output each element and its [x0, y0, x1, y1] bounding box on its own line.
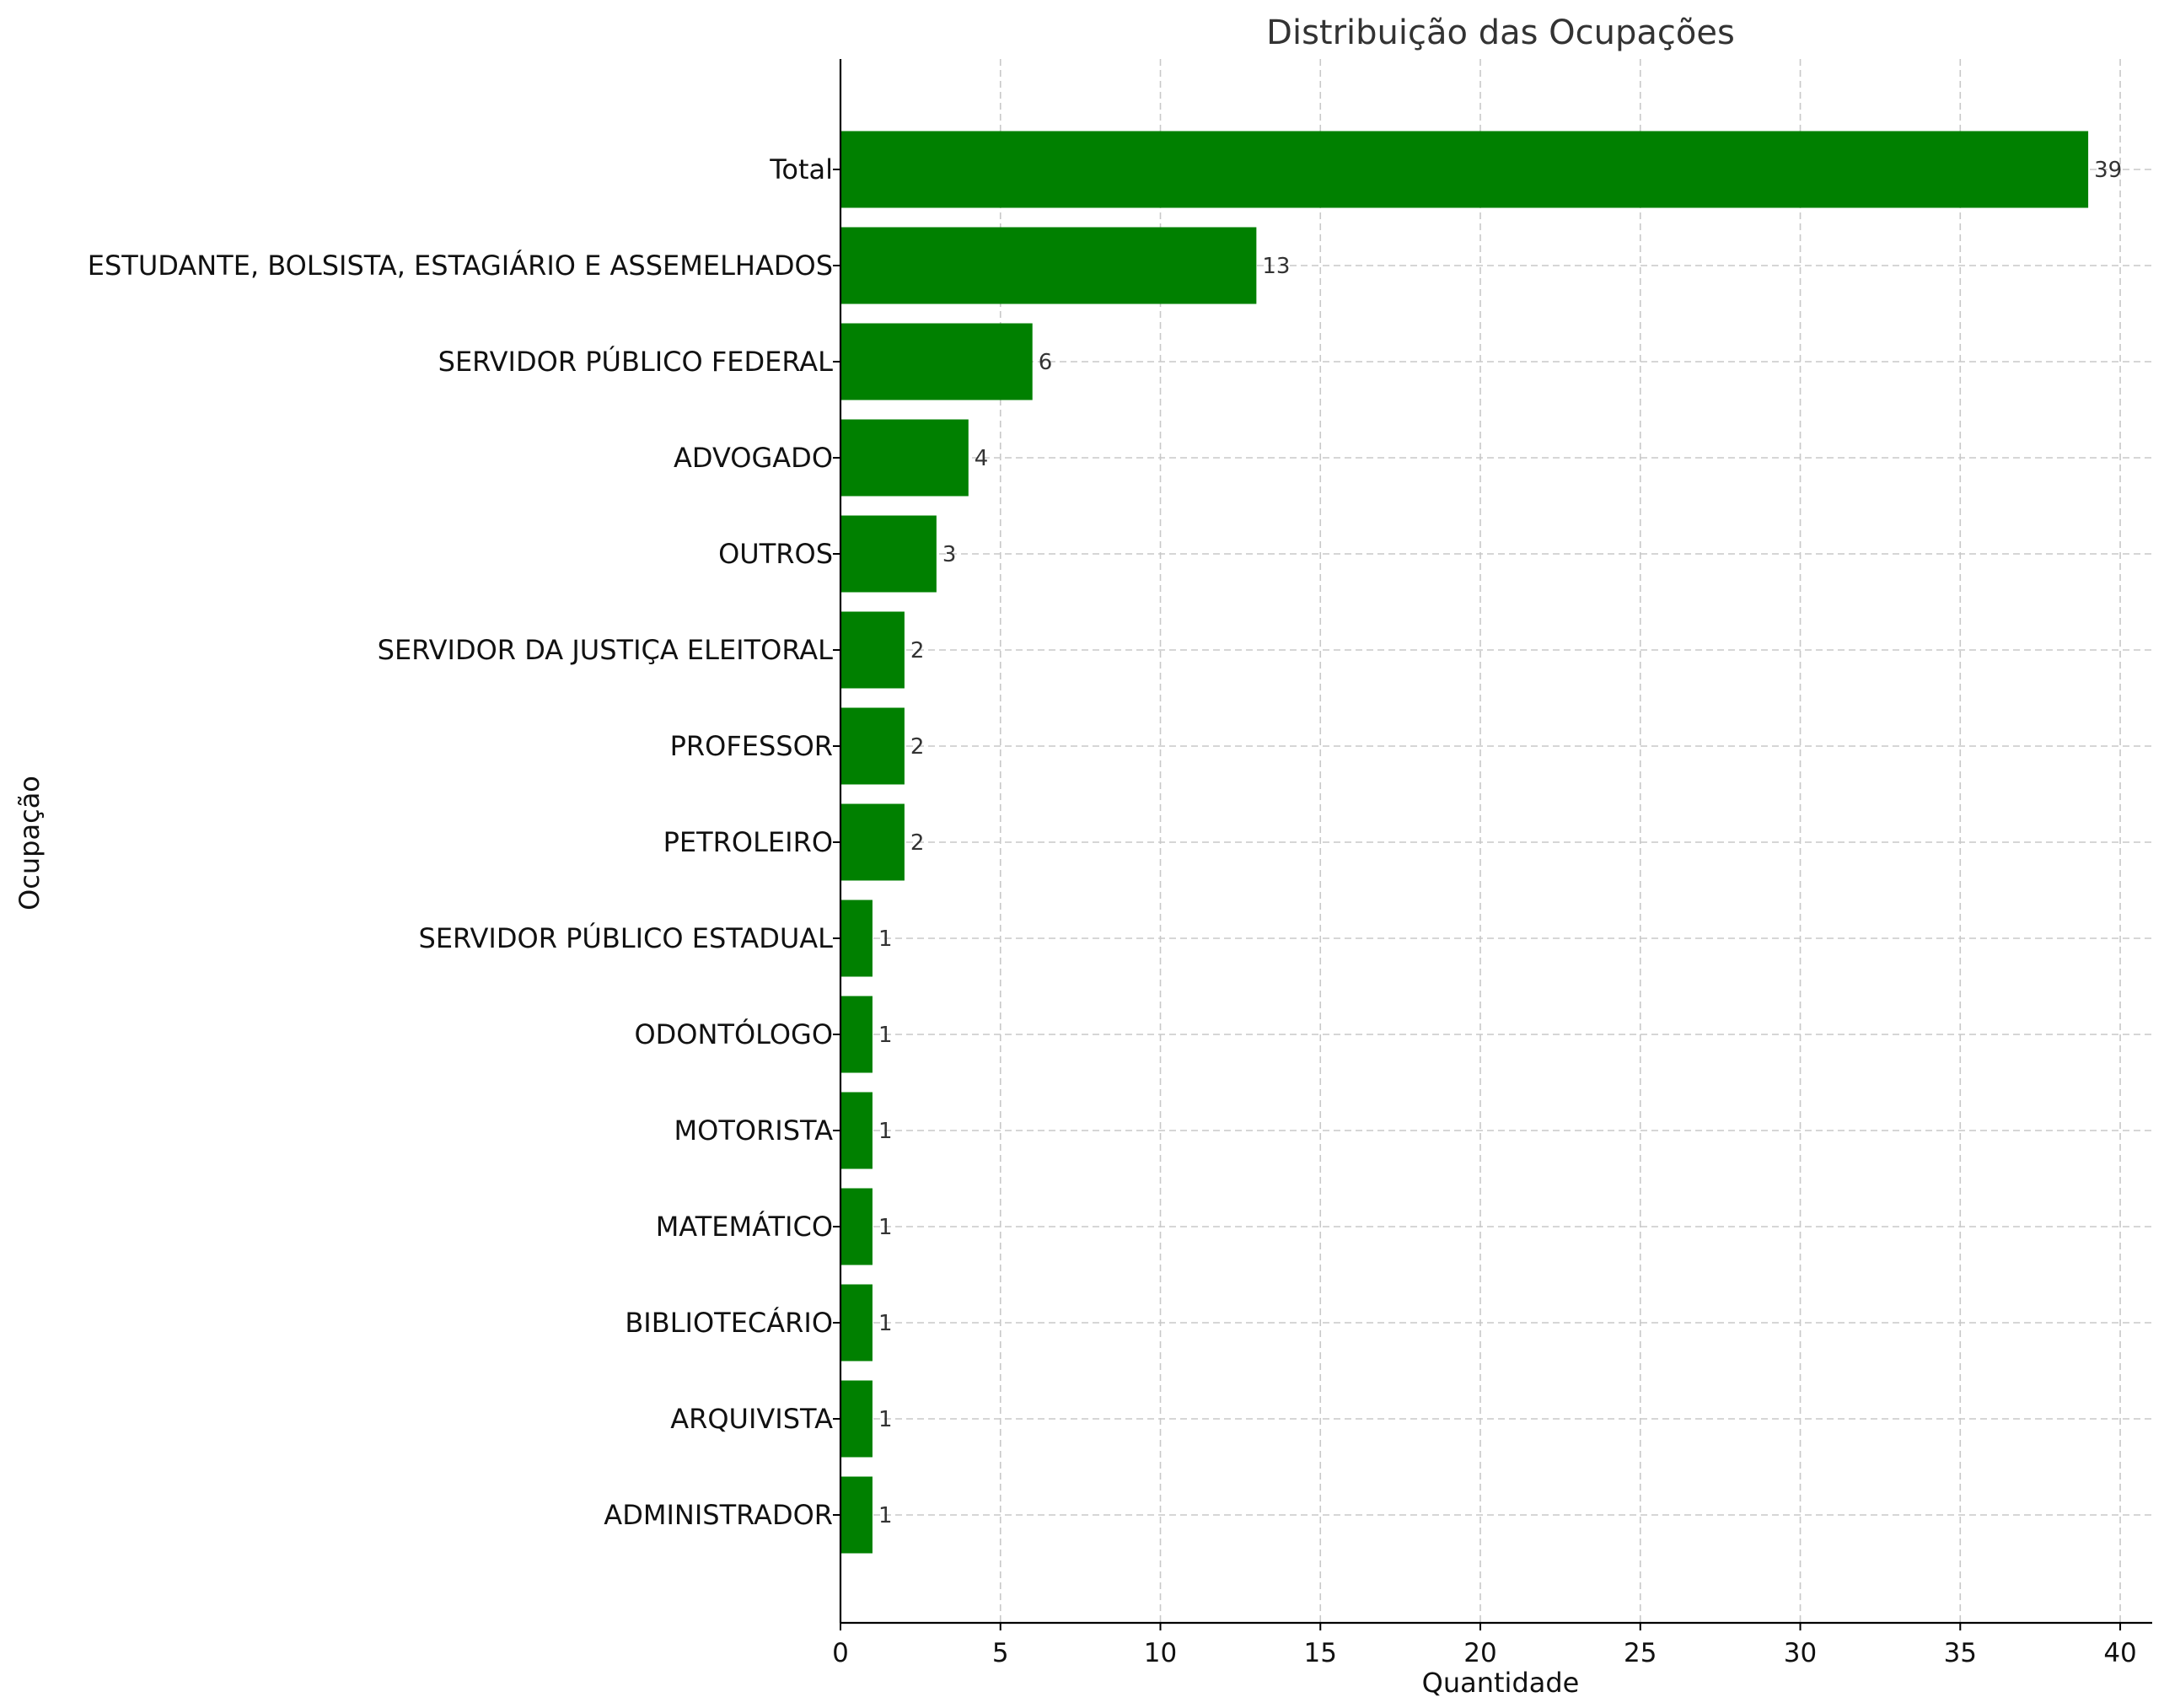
bar	[840, 707, 905, 785]
x-tick-label: 10	[1144, 1638, 1177, 1668]
x-axis-label: Quantidade	[1422, 1667, 1580, 1699]
category-label: MATEMÁTICO	[656, 1211, 833, 1243]
data-labels: 39 13 6 4 3 2 2 2 1 1 1 1 1 1 1	[878, 158, 2122, 1528]
data-label: 4	[975, 446, 989, 471]
category-label: MOTORISTA	[674, 1114, 834, 1147]
x-tick-label: 15	[1304, 1638, 1337, 1668]
bar	[840, 419, 969, 497]
category-label: ARQUIVISTA	[670, 1403, 833, 1435]
x-tick-label: 35	[1944, 1638, 1977, 1668]
bars	[840, 131, 2089, 1554]
category-label: OUTROS	[718, 538, 833, 570]
bar	[840, 515, 937, 593]
bar	[840, 611, 905, 689]
data-label: 1	[878, 927, 893, 952]
category-label: BIBLIOTECÁRIO	[625, 1307, 833, 1339]
x-tick-label: 25	[1624, 1638, 1657, 1668]
data-label: 1	[878, 1215, 893, 1240]
data-label: 6	[1039, 350, 1053, 375]
x-tick-label: 40	[2103, 1638, 2136, 1668]
data-label: 39	[2094, 158, 2122, 183]
chart-title: Distribuição das Ocupações	[1266, 13, 1735, 52]
bar	[840, 1188, 873, 1265]
grid	[840, 59, 2152, 1623]
category-label: Total	[769, 153, 833, 185]
bar	[840, 1380, 873, 1458]
bar	[840, 803, 905, 881]
data-label: 2	[910, 830, 925, 856]
y-axis-label: Ocupação	[13, 776, 46, 910]
category-label: ADVOGADO	[674, 442, 833, 474]
category-label: SERVIDOR PÚBLICO ESTADUAL	[419, 921, 834, 954]
data-label: 13	[1262, 254, 1290, 279]
data-label: 1	[878, 1311, 893, 1336]
data-label: 2	[910, 638, 925, 663]
category-label: ADMINISTRADOR	[604, 1499, 833, 1531]
category-label: PROFESSOR	[670, 730, 833, 762]
category-label: SERVIDOR DA JUSTIÇA ELEITORAL	[378, 634, 834, 666]
bar	[840, 131, 2089, 208]
data-label: 1	[878, 1119, 893, 1144]
bar	[840, 1092, 873, 1169]
bar	[840, 996, 873, 1073]
category-label: SERVIDOR PÚBLICO FEDERAL	[438, 345, 834, 378]
data-label: 1	[878, 1503, 893, 1528]
category-label: PETROLEIRO	[663, 826, 833, 858]
bar	[840, 1476, 873, 1554]
x-tick-label: 0	[832, 1638, 849, 1668]
x-tick-label: 5	[992, 1638, 1009, 1668]
data-label: 1	[878, 1407, 893, 1432]
bar	[840, 227, 1257, 304]
category-labels: Total ESTUDANTE, BOLSISTA, ESTAGIÁRIO E A…	[88, 153, 833, 1531]
bar	[840, 900, 873, 977]
data-label: 2	[910, 734, 925, 760]
data-label: 1	[878, 1023, 893, 1048]
bar	[840, 1284, 873, 1362]
category-label: ESTUDANTE, BOLSISTA, ESTAGIÁRIO E ASSEME…	[88, 250, 833, 282]
axes: 0 5 10 15 20 25 30 35 40	[832, 59, 2152, 1668]
x-tick-label: 20	[1463, 1638, 1496, 1668]
data-label: 3	[942, 542, 957, 567]
bar	[840, 323, 1033, 400]
x-tick-label: 30	[1784, 1638, 1817, 1668]
category-label: ODONTÓLOGO	[634, 1018, 833, 1050]
